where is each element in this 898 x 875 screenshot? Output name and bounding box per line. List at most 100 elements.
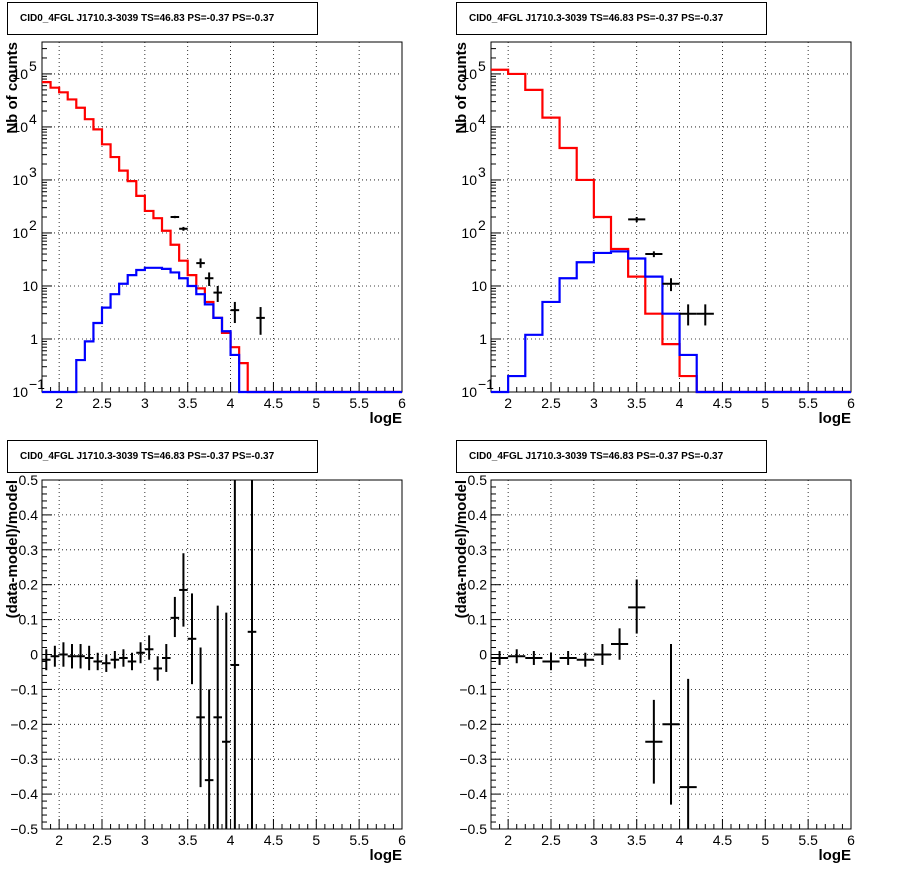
- y-tick-label: 0: [479, 647, 487, 663]
- x-tick-label: 2.5: [541, 832, 561, 848]
- x-axis-title: logE: [370, 410, 403, 427]
- x-tick-label: 4.5: [713, 832, 733, 848]
- x-tick-label: 2: [504, 395, 512, 411]
- y-tick-label: −0.2: [459, 716, 487, 732]
- x-tick-label: 4: [227, 832, 235, 848]
- y-tick-label: 10: [461, 119, 477, 135]
- y-tick-exponent: 5: [478, 58, 486, 74]
- axis-ticks: [42, 41, 403, 393]
- y-tick-label: −0.3: [10, 751, 38, 767]
- y-tick-label: −0.1: [10, 681, 38, 697]
- x-tick-label: 2.5: [92, 832, 112, 848]
- y-tick-label: 0: [30, 647, 38, 663]
- grid-lines: [42, 479, 403, 830]
- x-tick-label: 3.5: [178, 832, 198, 848]
- series-source-line: [42, 266, 402, 394]
- y-tick-label: 0.2: [19, 577, 39, 593]
- plot-frame: [490, 41, 852, 393]
- x-tick-label: 5.5: [349, 395, 369, 411]
- x-tick-label: 2: [55, 832, 63, 848]
- plot-panel-bottom-left: 2 2.5 3 3.5 4 4.5 5 5.5 6 −0.5 −0.4 −0.3 −0.2 −0.1 0 0.…: [4, 472, 406, 864]
- y-tick-label: 0.1: [19, 612, 39, 628]
- x-tick-label: 6: [398, 832, 406, 848]
- y-tick-label: −0.5: [10, 821, 38, 837]
- x-tick-label: 4.5: [713, 395, 733, 411]
- y-tick-label: 10: [12, 66, 28, 82]
- y-tick-label: 0.3: [468, 542, 488, 558]
- x-tick-label: 3.5: [627, 832, 647, 848]
- y-tick-label: −0.2: [10, 716, 38, 732]
- y-tick-label: −0.3: [459, 751, 487, 767]
- y-tick-label: 1: [30, 331, 38, 347]
- y-tick-label: 10: [12, 119, 28, 135]
- y-axis-title: (data-model)/model: [453, 480, 470, 618]
- x-tick-label: 3: [141, 832, 149, 848]
- y-tick-label: −0.4: [10, 786, 38, 802]
- y-tick-label: 0.4: [19, 507, 39, 523]
- y-tick-label: 10: [461, 225, 477, 241]
- y-axis-title: Nb of counts: [4, 42, 21, 134]
- y-tick-exponent: −1: [29, 376, 45, 392]
- y-tick-exponent: 4: [29, 111, 37, 127]
- plot-frame: [41, 41, 403, 393]
- y-tick-exponent: −1: [478, 376, 494, 392]
- y-tick-label: 1: [479, 331, 487, 347]
- series-model-line: [491, 68, 851, 394]
- y-tick-label: −0.4: [459, 786, 487, 802]
- y-tick-exponent: 3: [29, 164, 37, 180]
- x-tick-label: 3.5: [627, 395, 647, 411]
- x-tick-label: 6: [847, 395, 855, 411]
- grid-lines: [42, 42, 403, 393]
- plot-panel-bottom-right: 2 2.5 3 3.5 4 4.5 5 5.5 6 −0.5 −0.4 −0.3 −0.2 −0.1 0 0.…: [453, 472, 855, 864]
- y-axis-title: (data-model)/model: [4, 480, 21, 618]
- x-tick-label: 5: [761, 832, 769, 848]
- y-tick-label: 0.1: [468, 612, 488, 628]
- x-axis-title: logE: [819, 410, 852, 427]
- x-tick-label: 6: [398, 395, 406, 411]
- x-tick-label: 3: [590, 395, 598, 411]
- axis-ticks: [42, 479, 403, 830]
- y-tick-label: 10: [12, 172, 28, 188]
- y-tick-label: −0.1: [459, 681, 487, 697]
- axis-ticks: [491, 41, 852, 393]
- y-tick-label: 0.3: [19, 542, 39, 558]
- y-tick-label: 10: [461, 384, 477, 400]
- y-tick-label: 0.5: [468, 472, 488, 488]
- x-tick-label: 3: [141, 395, 149, 411]
- x-tick-label: 4: [676, 832, 684, 848]
- series-model-line: [42, 81, 402, 394]
- x-tick-label: 2: [504, 832, 512, 848]
- x-tick-label: 4.5: [264, 395, 284, 411]
- y-tick-label: 10: [12, 384, 28, 400]
- y-axis-title: Nb of counts: [453, 42, 470, 134]
- y-tick-label: 10: [471, 278, 487, 294]
- y-tick-exponent: 3: [478, 164, 486, 180]
- y-tick-exponent: 2: [29, 217, 37, 233]
- y-tick-label: 10: [461, 66, 477, 82]
- x-tick-label: 5: [761, 395, 769, 411]
- y-tick-label: 0.2: [468, 577, 488, 593]
- chart-title-bottom-left: CID0_4FGL J1710.3-3039 TS=46.83 PS=-0.37…: [7, 440, 318, 473]
- x-axis-title: logE: [819, 847, 852, 864]
- x-tick-label: 3.5: [178, 395, 198, 411]
- x-tick-label: 2.5: [541, 395, 561, 411]
- series-source-line: [491, 250, 851, 394]
- axis-ticks: [491, 479, 852, 830]
- x-axis-title: logE: [370, 847, 403, 864]
- y-tick-label: 0.4: [468, 507, 488, 523]
- x-tick-label: 5.5: [798, 395, 818, 411]
- x-tick-label: 5: [312, 832, 320, 848]
- x-tick-label: 5.5: [349, 832, 369, 848]
- y-tick-exponent: 4: [478, 111, 486, 127]
- y-tick-label: −0.5: [459, 821, 487, 837]
- y-tick-label: 10: [22, 278, 38, 294]
- y-tick-label: 10: [12, 225, 28, 241]
- grid-lines: [491, 42, 852, 393]
- x-tick-label: 5: [312, 395, 320, 411]
- x-tick-label: 5.5: [798, 832, 818, 848]
- x-tick-label: 2: [55, 395, 63, 411]
- y-tick-exponent: 2: [478, 217, 486, 233]
- chart-title-top-right: CID0_4FGL J1710.3-3039 TS=46.83 PS=-0.37…: [456, 2, 767, 35]
